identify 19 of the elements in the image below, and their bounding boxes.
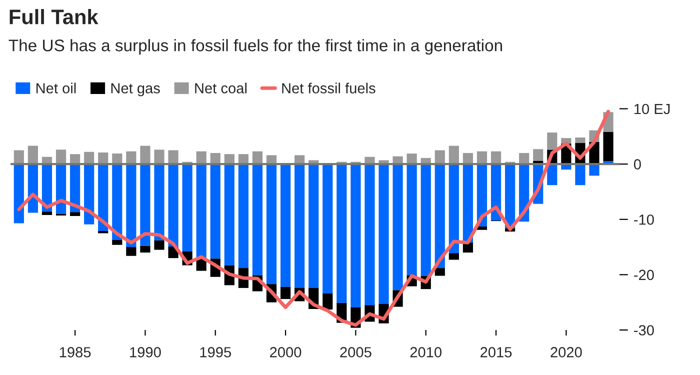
legend-label: Net fossil fuels (282, 82, 376, 94)
x-tick-label: 2020 (550, 347, 582, 358)
y-tick-label: 10 EJ (634, 104, 670, 114)
legend-label: Net gas (111, 83, 160, 96)
legend-label: Net coal (195, 82, 246, 94)
y-tick-label: 0 (634, 159, 641, 170)
x-tick-label: 1995 (200, 347, 231, 358)
chart-title: Full Tank (10, 9, 98, 24)
x-tick-label: 1985 (60, 347, 91, 358)
x-tick-label: 2015 (480, 347, 512, 358)
y-tick-label: -30 (634, 325, 654, 336)
chart-subtitle: The US has a surplus in fossil fuels for the first time in a generation (8, 39, 502, 55)
x-tick-label: 2010 (410, 347, 442, 358)
x-tick-label: 2005 (340, 347, 372, 358)
x-tick-label: 1990 (130, 347, 161, 358)
y-tick-label: -20 (634, 270, 654, 280)
y-tick-label: -10 (634, 214, 654, 225)
legend-label: Net oil (36, 82, 76, 94)
x-tick-label: 2000 (270, 347, 302, 358)
